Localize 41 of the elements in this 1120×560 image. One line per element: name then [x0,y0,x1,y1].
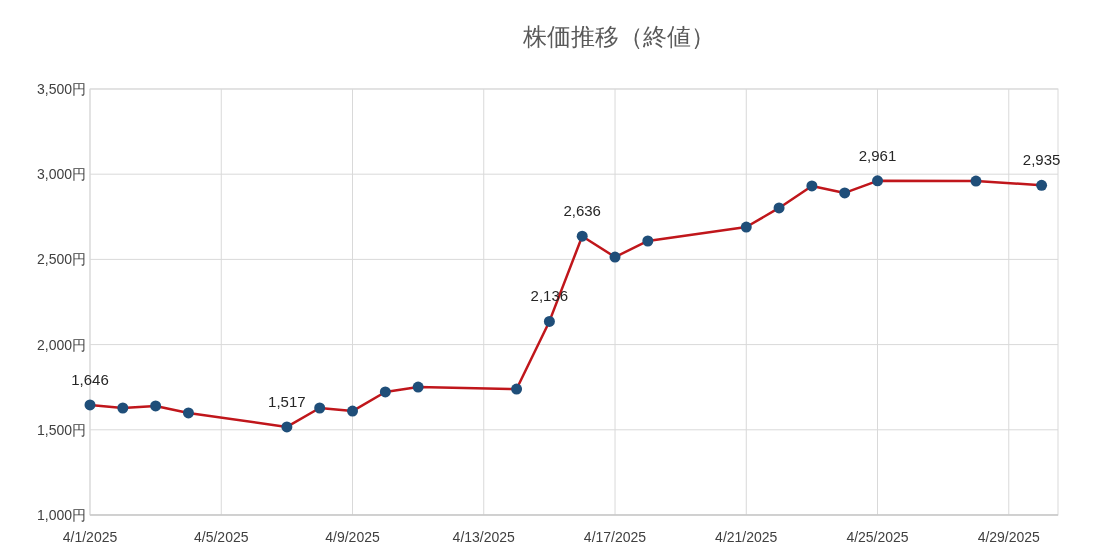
y-tick-label: 1,500円 [36,421,86,438]
point [740,221,752,233]
point [576,230,588,242]
x-tick-label: 4/17/2025 [583,529,647,545]
point [511,383,523,395]
data-label: 2,636 [563,202,601,220]
y-tick-label: 1,000円 [36,507,86,523]
point [347,405,359,417]
data-label: 2,935 [1022,151,1061,169]
point [1036,179,1048,191]
data-label: 1,517 [268,392,306,410]
x-tick-label: 4/1/2025 [62,529,118,545]
x-tick-label: 4/25/2025 [846,529,909,545]
point [314,402,326,414]
point [84,399,96,411]
point [281,421,293,433]
point [839,187,851,199]
y-tick-label: 3,500円 [36,81,86,97]
point [970,175,982,187]
y-tick-label: 3,000円 [36,166,86,183]
point [182,407,194,419]
point [150,400,162,412]
x-tick-label: 4/29/2025 [977,529,1041,545]
x-tick-label: 4/13/2025 [452,529,516,545]
point [412,381,424,393]
x-tick-label: 4/9/2025 [325,529,380,545]
point [642,235,654,247]
y-tick-label: 2,000円 [36,336,86,353]
point [773,202,785,214]
point [806,180,818,192]
point [117,402,129,414]
point [609,251,621,263]
point [379,386,391,398]
y-tick-label: 2,500円 [36,251,86,268]
data-label: 1,646 [71,370,109,388]
x-tick-label: 4/21/2025 [715,529,778,545]
point [543,315,555,327]
x-tick-label: 4/5/2025 [194,529,249,545]
chart-title: 株価推移（終値） [522,23,715,50]
data-label: 2,961 [858,146,897,164]
point [872,175,884,187]
